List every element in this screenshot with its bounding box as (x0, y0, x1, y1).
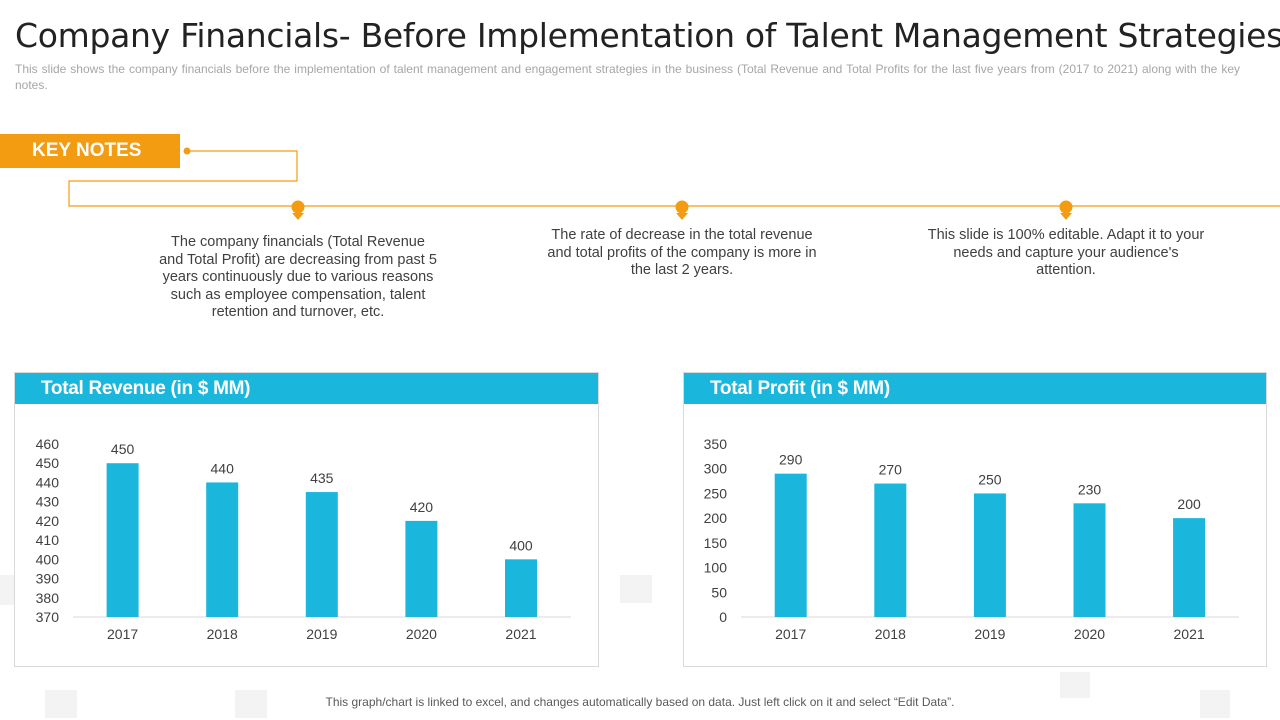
y-tick-label: 0 (719, 609, 727, 625)
footer-note: This graph/chart is linked to excel, and… (325, 695, 955, 709)
key-notes-label: KEY NOTES (0, 134, 180, 168)
background-decoration (235, 690, 267, 718)
y-tick-label: 390 (36, 571, 60, 587)
x-tick-label: 2020 (1074, 626, 1105, 642)
data-label: 420 (410, 499, 434, 515)
timeline-marker-1 (291, 200, 305, 220)
y-tick-label: 350 (704, 436, 728, 452)
bar-2019[interactable] (305, 492, 338, 617)
x-tick-label: 2017 (775, 626, 806, 642)
x-tick-label: 2018 (875, 626, 906, 642)
profit-chart-panel[interactable]: Total Profit (in $ MM) 0 50 100 150 200 250 30… (683, 372, 1267, 667)
data-label: 270 (879, 462, 903, 478)
revenue-chart-title: Total Revenue (in $ MM) (15, 373, 598, 404)
bar-2021[interactable] (1173, 518, 1206, 617)
y-tick-label: 100 (704, 560, 728, 576)
y-tick-label: 440 (36, 474, 60, 490)
y-tick-label: 150 (704, 535, 728, 551)
y-tick-label: 300 (704, 461, 728, 477)
bar-2018[interactable] (874, 483, 907, 617)
profit-bar-chart: 0 50 100 150 200 250 300 350 290 2017 270 2018 250 20… (704, 436, 1239, 642)
y-tick-label: 420 (36, 513, 60, 529)
data-label: 200 (1177, 496, 1201, 512)
timeline-marker-2 (675, 200, 689, 220)
y-tick-label: 460 (36, 436, 60, 452)
profit-chart-title: Total Profit (in $ MM) (684, 373, 1266, 404)
x-tick-label: 2018 (207, 626, 238, 642)
background-decoration (620, 575, 652, 603)
y-tick-label: 50 (711, 584, 727, 600)
data-label: 400 (509, 537, 533, 553)
y-tick-label: 200 (704, 510, 728, 526)
bar-2017[interactable] (774, 473, 807, 617)
page-title: Company Financials- Before Implementatio… (15, 16, 1280, 55)
data-label: 290 (779, 452, 803, 468)
x-tick-label: 2021 (1174, 626, 1205, 642)
x-tick-label: 2017 (107, 626, 138, 642)
bar-2021[interactable] (505, 559, 537, 617)
x-tick-label: 2020 (406, 626, 437, 642)
key-note-1: The company financials (Total Revenue an… (159, 234, 437, 320)
data-label: 450 (111, 441, 135, 457)
y-tick-label: 380 (36, 590, 60, 606)
y-tick-label: 410 (36, 532, 60, 548)
background-decoration (1200, 690, 1230, 718)
background-decoration (1060, 672, 1090, 698)
key-note-2: The rate of decrease in the total revenu… (547, 227, 817, 278)
key-note-3: This slide is 100% editable. Adapt it to… (927, 227, 1205, 278)
bar-2020[interactable] (405, 520, 438, 617)
page-subtitle: This slide shows the company financials … (15, 62, 1240, 92)
timeline-marker-3 (1059, 200, 1073, 220)
bar-2017[interactable] (106, 463, 139, 617)
y-tick-label: 400 (36, 551, 60, 567)
bar-2019[interactable] (973, 493, 1006, 617)
data-label: 230 (1078, 481, 1102, 497)
revenue-bar-chart: 370 380 390 400 410 420 430 440 450 460 450 2017 440… (36, 436, 571, 642)
y-tick-label: 250 (704, 485, 728, 501)
background-decoration (45, 690, 77, 718)
x-tick-label: 2019 (306, 626, 337, 642)
y-tick-label: 370 (36, 609, 60, 625)
y-tick-label: 430 (36, 494, 60, 510)
x-tick-label: 2021 (505, 626, 536, 642)
y-tick-label: 450 (36, 455, 60, 471)
revenue-chart-panel[interactable]: Total Revenue (in $ MM) 370 380 390 400 410 4… (14, 372, 599, 667)
bar-2020[interactable] (1073, 503, 1106, 617)
bar-2018[interactable] (206, 482, 239, 617)
data-label: 435 (310, 470, 334, 486)
data-label: 440 (211, 460, 235, 476)
data-label: 250 (978, 471, 1002, 487)
x-tick-label: 2019 (974, 626, 1005, 642)
